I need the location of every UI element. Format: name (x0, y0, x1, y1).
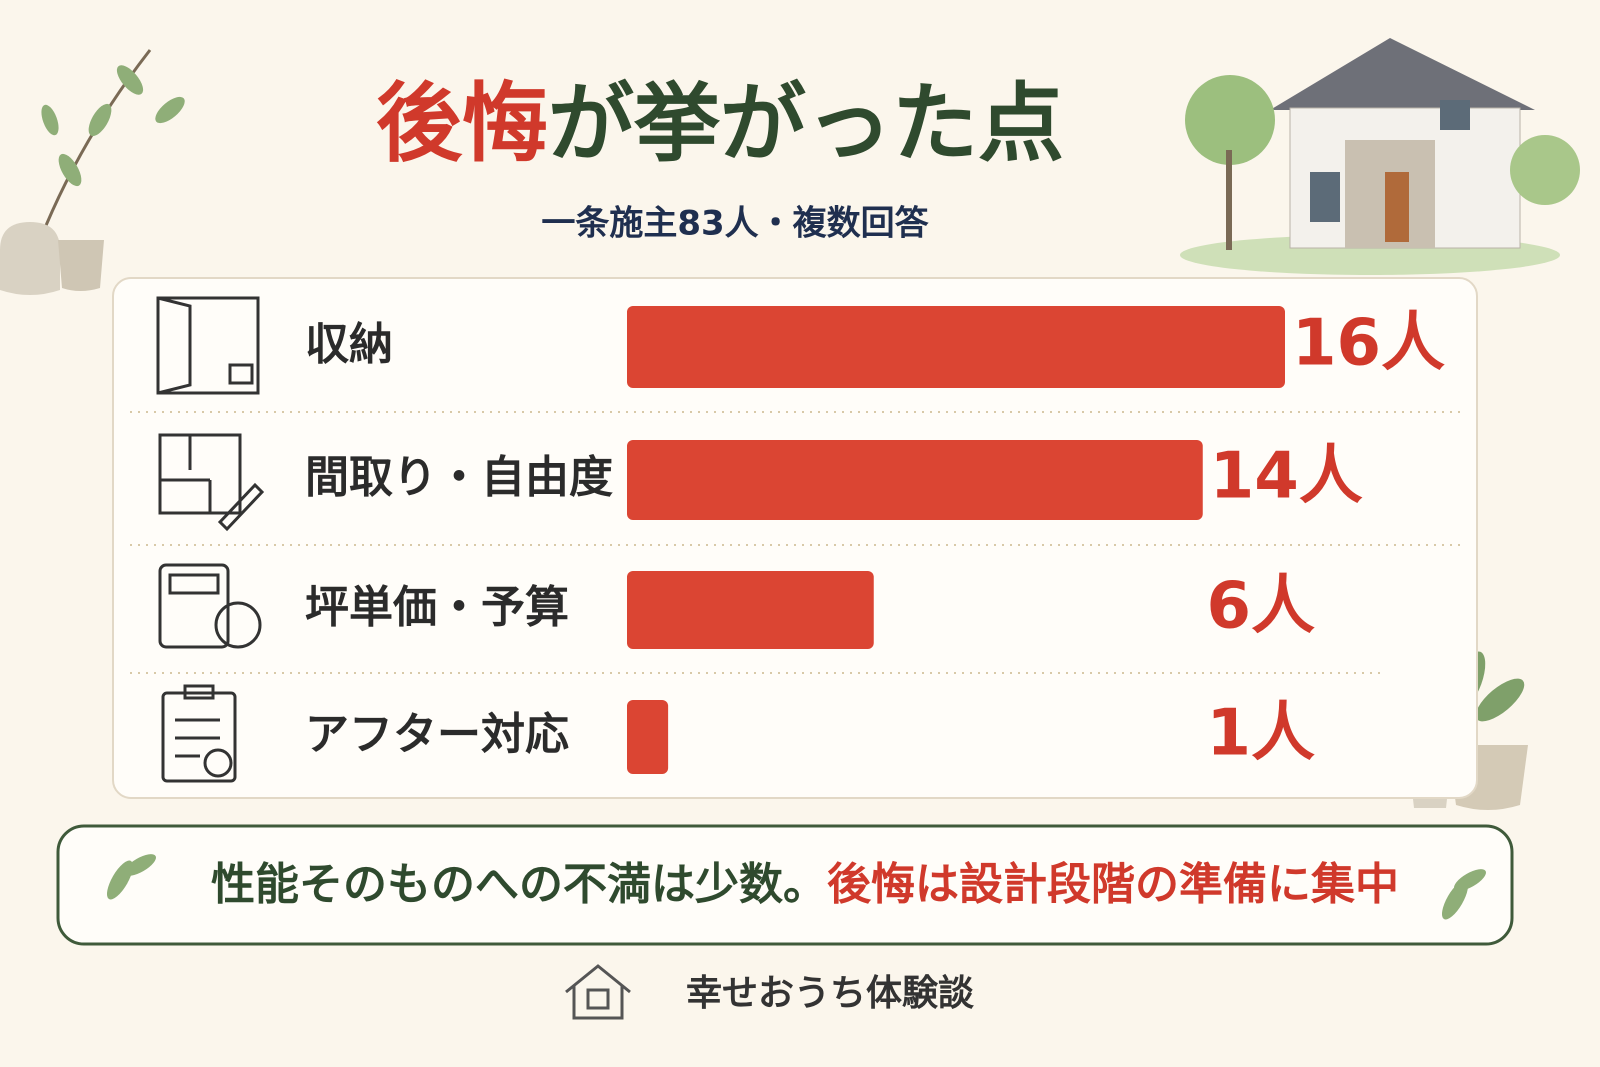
bar (627, 700, 669, 774)
chart-card (112, 277, 1478, 799)
bar (627, 571, 874, 649)
value-label: 1人 (1206, 697, 1315, 771)
title-highlight: 後悔 (376, 74, 548, 174)
subtitle: 一条施主83人・複数回答 (541, 204, 929, 244)
bar (627, 440, 1203, 520)
value-label: 6人 (1206, 570, 1315, 644)
conclusion: 性能そのものへの不満は少数。後悔は設計段階の準備に集中 (211, 859, 1399, 910)
plant-left (0, 49, 185, 295)
bar (627, 306, 1285, 388)
category-label: 間取り・自由度 (305, 452, 613, 503)
category-label: 収納 (305, 319, 393, 370)
house-illustration (1180, 38, 1580, 275)
row-separators (130, 411, 1460, 674)
box-leaves (107, 854, 1486, 920)
conclusion-highlight: 後悔は設計段階の準備に集中 (827, 859, 1399, 910)
brand: 幸せおうち体験談 (686, 973, 974, 1014)
conclusion-neutral: 性能そのものへの不満は少数。 (211, 859, 827, 910)
title-rest: が挙がった点 (548, 74, 1064, 174)
value-label: 16人 (1292, 307, 1445, 381)
conclusion-box (56, 824, 1514, 946)
brand-icon (565, 964, 631, 1020)
category-label: 坪単価・予算 (305, 582, 569, 633)
row-icons (156, 296, 265, 783)
value-label: 14人 (1210, 440, 1363, 514)
chart-title: 後悔が挙がった点 (376, 74, 1064, 174)
category-label: アフター対応 (305, 709, 569, 760)
